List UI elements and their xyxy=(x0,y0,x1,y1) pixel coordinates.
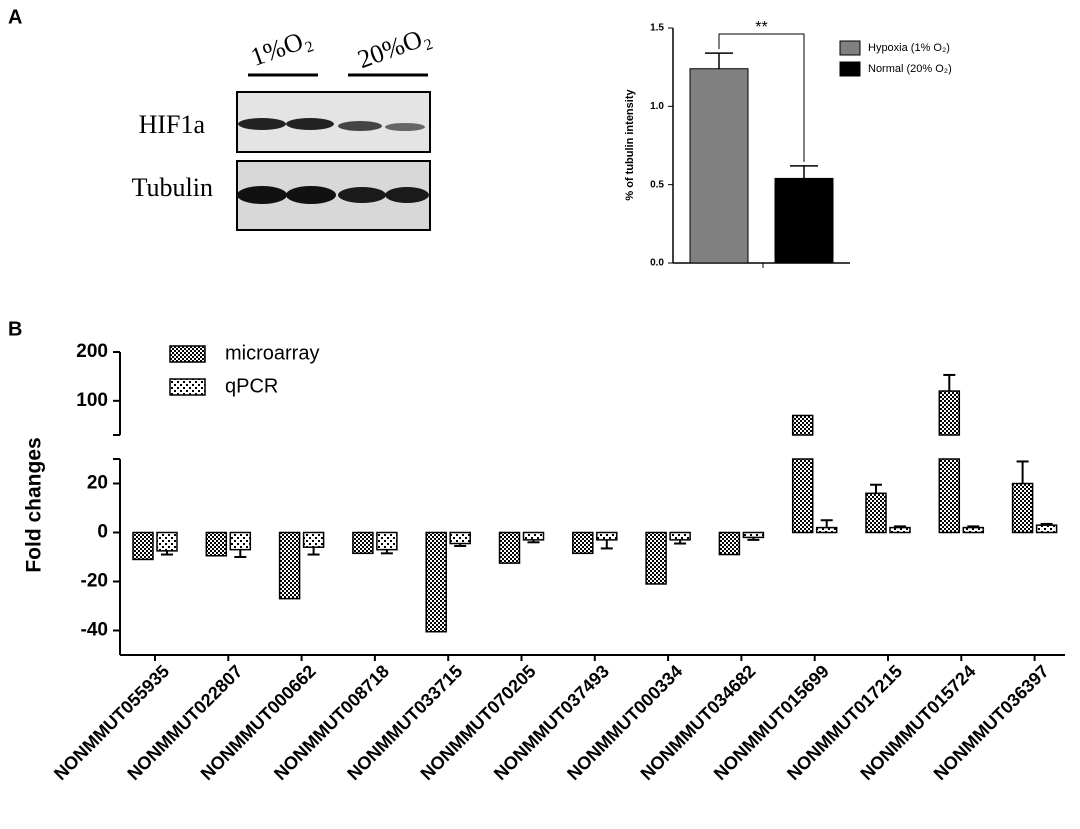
y-tick-label: 0 xyxy=(97,522,108,543)
y-tick-label: -20 xyxy=(81,571,108,592)
significance-bracket xyxy=(718,33,805,162)
bar xyxy=(742,531,765,539)
bar xyxy=(669,531,691,541)
bar xyxy=(376,531,398,551)
y-tick-label: 20 xyxy=(87,473,108,494)
y-tick-label: 1.0 xyxy=(650,101,664,112)
panel-label: B xyxy=(8,318,22,340)
bar xyxy=(449,531,471,545)
y-tick-label: 0.5 xyxy=(650,179,664,190)
legend-label: Hypoxia (1% O₂) xyxy=(868,42,950,54)
y-axis-label: % of tubulin intensity xyxy=(624,89,636,201)
bar xyxy=(572,531,594,555)
bar xyxy=(1035,524,1058,534)
y-tick-label: 0.0 xyxy=(650,258,664,269)
bar xyxy=(938,390,961,436)
bar xyxy=(1011,482,1034,534)
bar xyxy=(425,531,447,633)
y-axis-label: Fold changes xyxy=(23,437,46,572)
bar xyxy=(498,531,521,564)
bar xyxy=(865,492,887,534)
bar xyxy=(645,531,667,585)
legend-swatch xyxy=(839,40,861,56)
significance-label: ** xyxy=(755,19,767,36)
row-label: HIF1a xyxy=(139,110,206,139)
bar xyxy=(791,458,814,534)
bar xyxy=(156,531,178,552)
legend-swatch xyxy=(839,61,861,77)
bar xyxy=(791,414,814,436)
lane-label: 20%O₂ xyxy=(354,21,435,74)
bar xyxy=(815,526,838,534)
legend-label: microarray xyxy=(225,342,319,364)
legend-label: qPCR xyxy=(225,375,278,397)
y-tick-label: 200 xyxy=(76,341,108,362)
y-tick-label: 100 xyxy=(76,390,108,411)
bar xyxy=(229,531,252,551)
bar xyxy=(718,531,741,556)
bar xyxy=(205,531,228,557)
bar xyxy=(962,526,985,534)
bar xyxy=(132,531,154,561)
bar xyxy=(302,531,325,548)
bar xyxy=(889,526,911,534)
panel-label: A xyxy=(8,6,22,28)
bar xyxy=(522,531,545,541)
bar xyxy=(596,531,618,541)
western-blot: 1%O₂ 20%O₂ HIF1a Tubulin xyxy=(132,21,435,231)
bar xyxy=(278,531,301,600)
y-tick-label: -40 xyxy=(81,620,108,641)
bar xyxy=(938,458,961,534)
lane-label: 1%O₂ xyxy=(247,23,316,72)
bar xyxy=(689,68,749,264)
legend-swatch xyxy=(169,345,206,363)
legend-swatch xyxy=(169,378,206,396)
y-tick-label: 1.5 xyxy=(650,23,664,34)
bar xyxy=(774,177,834,264)
legend-label: Normal (20% O₂) xyxy=(868,63,952,75)
row-label: Tubulin xyxy=(132,173,213,202)
bar xyxy=(352,531,374,555)
